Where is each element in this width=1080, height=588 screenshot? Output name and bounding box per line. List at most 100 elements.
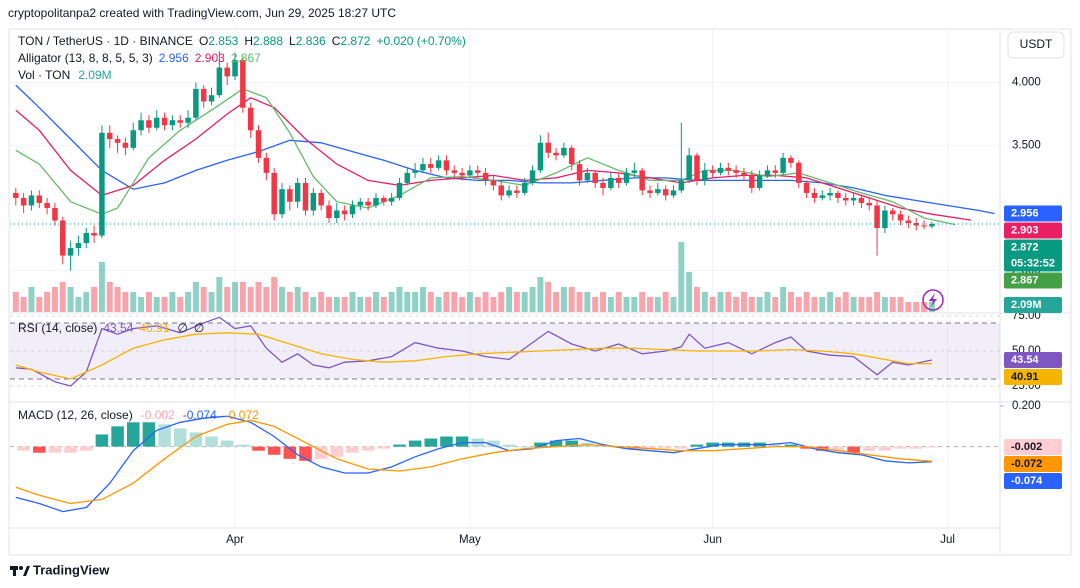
volume-bar — [647, 297, 653, 312]
currency-button[interactable] — [1007, 31, 1065, 59]
macd-histogram-bar — [690, 444, 704, 447]
candle-body — [263, 157, 270, 173]
legend: Alligator (13, 8, 8, 5, 5, 3) 2.956 2.903 2… — [18, 51, 261, 65]
candle-body — [874, 205, 880, 229]
axis-marker — [1004, 239, 1062, 272]
volume-bar — [247, 287, 254, 312]
axis-marker-label: 2.09M — [1011, 299, 1042, 311]
volume-bar — [858, 297, 865, 312]
candle-body — [843, 197, 849, 201]
volume-bar — [216, 277, 223, 312]
volume-bar — [75, 297, 82, 312]
legend-item: -0.072 — [225, 408, 259, 422]
macd-histogram-bar — [455, 436, 469, 447]
volume-bar — [20, 297, 27, 312]
macd-histogram-bar — [831, 446, 845, 451]
volume-bar — [138, 297, 145, 312]
volume-bar — [419, 287, 426, 312]
volume-bar — [600, 292, 607, 312]
candle-body — [858, 197, 865, 203]
macd-histogram-bar — [283, 446, 297, 459]
candle-body — [357, 201, 364, 206]
volume-bar — [83, 292, 90, 312]
candle-body — [153, 117, 160, 128]
candle-body — [921, 225, 927, 227]
candle-body — [537, 142, 544, 171]
volume-bar — [670, 297, 677, 312]
legend-item: 43.54 — [103, 321, 133, 335]
volume-bar — [51, 287, 58, 312]
volume-bar — [404, 292, 411, 312]
volume-bar — [255, 282, 262, 312]
macd-histogram-bar — [189, 432, 203, 447]
candle-body — [882, 210, 888, 229]
volume-bar — [106, 282, 113, 312]
volume-bar — [192, 282, 199, 312]
candle-body — [138, 120, 144, 131]
volume-bar — [28, 287, 35, 312]
candle-body — [592, 172, 598, 183]
candle-body — [428, 164, 434, 168]
macd-histogram-bar — [518, 446, 531, 448]
volume-bar — [145, 292, 152, 312]
volume-bar — [678, 242, 685, 312]
rsi-band — [10, 322, 1000, 380]
candle-body — [294, 182, 301, 202]
candle-body — [929, 224, 935, 227]
volume-bar — [756, 297, 763, 312]
candle-body — [490, 180, 497, 186]
legend-item: 2.09M — [78, 68, 111, 82]
legend-item: 2.903 — [195, 51, 225, 65]
candle-body — [475, 170, 481, 173]
currency-label[interactable]: USDT — [1020, 37, 1053, 51]
macd-histogram-bar — [126, 422, 140, 447]
candle-body — [827, 192, 833, 196]
rsi-line — [15, 332, 932, 380]
candle-body — [255, 130, 262, 158]
macd-histogram-bar — [17, 446, 30, 451]
candle-body — [271, 172, 277, 215]
macd-histogram-bar — [267, 446, 281, 455]
candle-body — [287, 189, 293, 202]
candle-body — [373, 197, 379, 206]
candle-body — [396, 182, 403, 198]
volume-bar — [365, 297, 372, 312]
volume-bar — [553, 292, 560, 312]
axis-marker — [1004, 473, 1062, 490]
candle-body — [866, 202, 872, 206]
volume-bar — [435, 297, 442, 312]
alert-bolt — [929, 293, 937, 307]
macd-histogram-bar — [33, 446, 46, 453]
candle-body — [20, 197, 27, 206]
macd-histogram-bar — [440, 436, 453, 447]
volume-bar — [827, 292, 834, 312]
candle-body — [913, 223, 919, 226]
volume-bar — [850, 297, 857, 312]
volume-bar — [654, 297, 661, 312]
volume-bar — [482, 292, 489, 312]
legend: RSI (14, close) 43.54 40.91 ∅ ∅ — [18, 321, 204, 335]
volume-bar — [443, 292, 450, 312]
candle-body — [60, 220, 66, 256]
axis-marker-label: 2.956 — [1011, 207, 1039, 219]
candle-body — [764, 170, 771, 176]
volume-bar — [529, 287, 536, 312]
macd-histogram-bar — [925, 446, 939, 448]
candle-body — [529, 170, 536, 183]
macd-histogram-bar — [800, 446, 813, 449]
x-tick-label: May — [459, 534, 481, 546]
footer-brand: TradingView — [33, 562, 110, 577]
axis-marker — [1004, 369, 1062, 386]
macd-histogram-bar — [361, 446, 375, 451]
candle-body — [756, 175, 763, 188]
candle-body — [83, 233, 90, 244]
legend-item: -0.074 — [183, 408, 217, 422]
volume-bar — [819, 297, 826, 312]
volume-bar — [639, 292, 646, 312]
volume-bar — [372, 292, 379, 312]
candle-body — [647, 190, 653, 193]
candle-body — [717, 167, 724, 173]
candle-body — [811, 192, 818, 198]
